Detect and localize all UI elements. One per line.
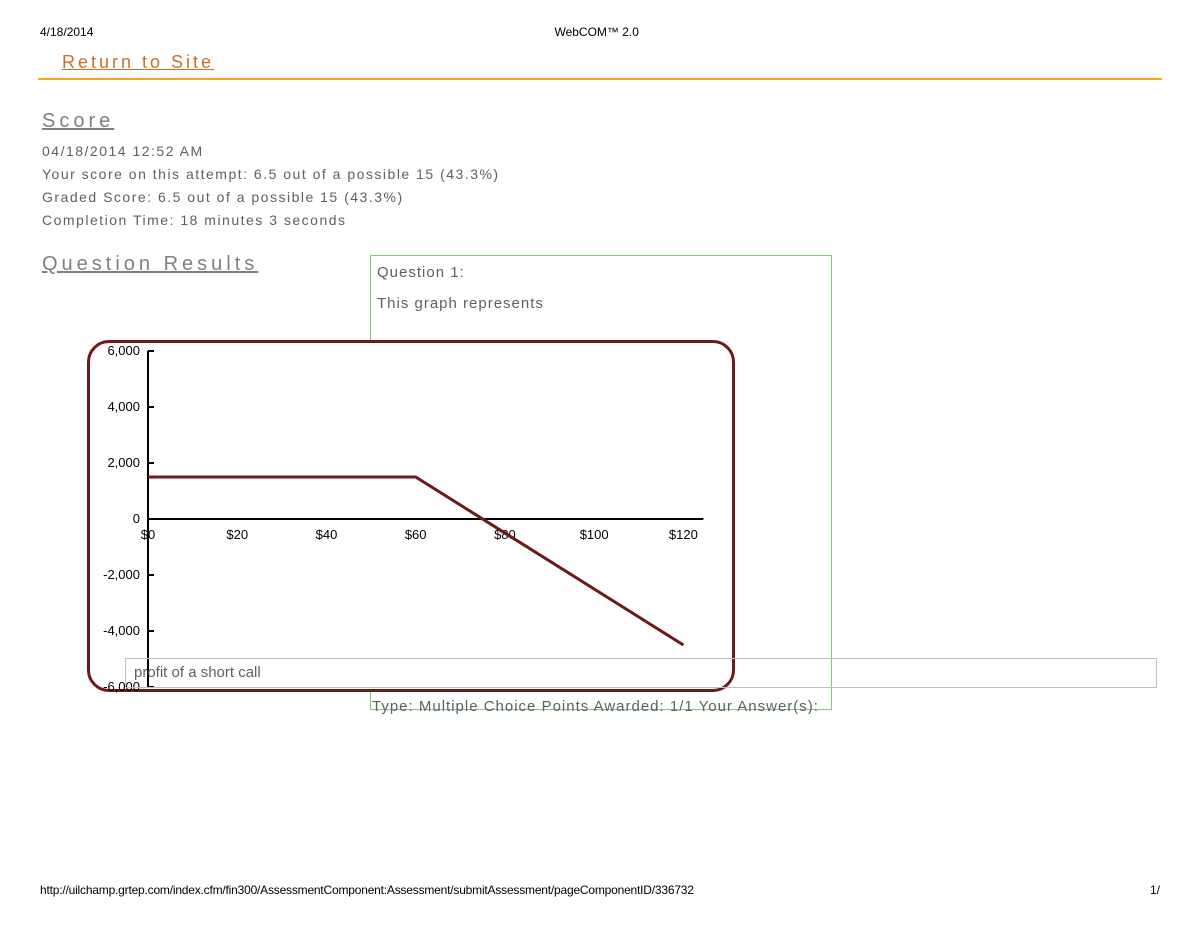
header-app-title: WebCOM™ 2.0 (554, 25, 638, 39)
payoff-chart: -6,000-4,000-2,00002,0004,0006,000$0$20$… (90, 343, 738, 695)
svg-text:-2,000: -2,000 (103, 567, 140, 582)
question-number: Question 1: (377, 264, 825, 281)
svg-text:$20: $20 (226, 527, 248, 542)
footer-page-number: 1/ (1150, 883, 1160, 897)
question-text: This graph represents (377, 295, 825, 312)
score-attempt: Your score on this attempt: 6.5 out of a… (42, 164, 1200, 185)
svg-text:$120: $120 (669, 527, 698, 542)
score-timestamp: 04/18/2014 12:52 AM (42, 141, 1200, 162)
svg-text:6,000: 6,000 (107, 343, 140, 358)
question-meta: Type: Multiple Choice Points Awarded: 1/… (372, 698, 819, 715)
chart-frame: -6,000-4,000-2,00002,0004,0006,000$0$20$… (87, 340, 735, 692)
header-spacer (1100, 25, 1160, 39)
return-to-site-link[interactable]: Return to Site (0, 44, 214, 78)
svg-text:$60: $60 (405, 527, 427, 542)
svg-text:0: 0 (133, 511, 140, 526)
score-heading: Score (42, 110, 1200, 133)
score-block: 04/18/2014 12:52 AM Your score on this a… (42, 141, 1200, 231)
svg-text:4,000: 4,000 (107, 399, 140, 414)
svg-text:$0: $0 (141, 527, 155, 542)
answer-box: profit of a short call (125, 658, 1157, 688)
header-date: 4/18/2014 (40, 25, 93, 39)
svg-text:$100: $100 (580, 527, 609, 542)
footer-url: http://uilchamp.grtep.com/index.cfm/fin3… (40, 883, 694, 897)
score-graded: Graded Score: 6.5 out of a possible 15 (… (42, 187, 1200, 208)
svg-text:2,000: 2,000 (107, 455, 140, 470)
score-completion: Completion Time: 18 minutes 3 seconds (42, 210, 1200, 231)
answer-text: profit of a short call (134, 664, 261, 681)
svg-text:$40: $40 (316, 527, 338, 542)
svg-text:-4,000: -4,000 (103, 623, 140, 638)
